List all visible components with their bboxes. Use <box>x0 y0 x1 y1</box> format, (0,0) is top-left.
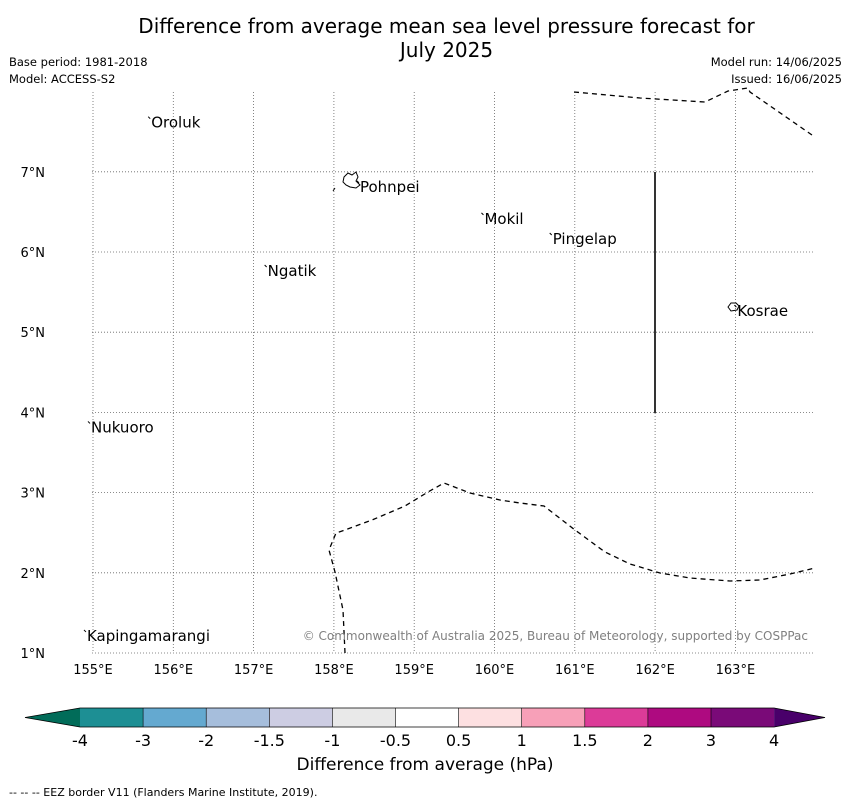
lon-tick-label: 156°E <box>154 663 194 678</box>
colorbar-segment <box>395 708 459 727</box>
place-label: Kosrae <box>737 302 788 320</box>
colorbar-outline <box>24 707 826 728</box>
colorbar-segment <box>584 708 648 727</box>
eez-legend-note: -- -- -- EEZ border V11 (Flanders Marine… <box>9 786 318 799</box>
eez-border-south <box>328 482 816 654</box>
eez-border <box>328 87 816 654</box>
colorbar-segment <box>647 708 711 727</box>
axis-tick-labels: 155°E 156°E 157°E 158°E 159°E 160°E 161°E 162°E… <box>21 166 756 678</box>
colorbar-tick-label: -1 <box>324 731 340 750</box>
place-labels: Oroluk Pohnpei Mokil Pingelap Ngatik Kosrae Nu… <box>83 114 788 645</box>
colorbar-tick-label: -0.5 <box>380 731 411 750</box>
lon-tick-label: 155°E <box>73 663 113 678</box>
model-name: Model: ACCESS-S2 <box>9 72 116 86</box>
lon-tick-label: 157°E <box>234 663 274 678</box>
pohnpei-island-outline <box>342 171 361 189</box>
place-marker <box>87 421 91 424</box>
colorbar-over-extension <box>774 708 825 727</box>
issued-date: Issued: 16/06/2025 <box>731 72 842 86</box>
colorbar-title: Difference from average (hPa) <box>296 755 554 775</box>
base-period: Base period: 1981-2018 <box>9 55 148 69</box>
place-label: Oroluk <box>151 114 200 132</box>
lat-tick-label: 1°N <box>21 647 46 662</box>
lat-tick-label: 6°N <box>21 246 46 261</box>
lon-tick-label: 158°E <box>314 663 354 678</box>
colorbar-segment <box>458 708 522 727</box>
place-label: Pingelap <box>553 230 617 248</box>
lat-tick-label: 3°N <box>21 487 46 502</box>
colorbar-tick-label: -1.5 <box>254 731 285 750</box>
lat-tick-label: 2°N <box>21 567 46 582</box>
place-label: Pohnpei <box>360 178 420 196</box>
title-line-1: Difference from average mean sea level p… <box>138 14 755 38</box>
colorbar-segment <box>206 708 270 727</box>
island-outlines <box>332 171 740 312</box>
place-label: Nukuoro <box>91 418 154 436</box>
place-label: Ngatik <box>268 262 317 280</box>
copyright-notice: © Commonwealth of Australia 2025, Bureau… <box>303 629 808 643</box>
colorbar-tick-label: 1.5 <box>572 731 597 750</box>
place-marker <box>734 304 737 308</box>
colorbar-segment <box>269 708 333 727</box>
place-marker <box>549 232 553 236</box>
place-label: Mokil <box>484 210 523 228</box>
colorbar-segment <box>143 708 207 727</box>
colorbar-tick-label: 4 <box>769 731 779 750</box>
colorbar-tick-label: -2 <box>198 731 214 750</box>
metadata-left: Base period: 1981-2018 Model: ACCESS-S2 <box>9 54 148 88</box>
gridlines <box>92 92 815 654</box>
colorbar-tick-label: 3 <box>706 731 716 750</box>
colorbar: -4 -3 -2 -1.5 -1 -0.5 0.5 1 1.5 2 3 4 <box>24 707 826 750</box>
lon-tick-label: 161°E <box>555 663 595 678</box>
colorbar-segment <box>332 708 396 727</box>
lon-tick-label: 162°E <box>635 663 675 678</box>
colorbar-under-extension <box>25 708 80 727</box>
colorbar-tick-label: 1 <box>517 731 527 750</box>
kosrae-island-outline <box>727 302 740 312</box>
colorbar-tick-label: 0.5 <box>446 731 471 750</box>
place-marker <box>356 180 360 184</box>
colorbar-tick-label: -4 <box>72 731 88 750</box>
lon-tick-label: 159°E <box>394 663 434 678</box>
lon-tick-label: 160°E <box>475 663 515 678</box>
place-marker <box>83 629 87 633</box>
ant-atoll-mark <box>332 187 336 192</box>
lat-tick-label: 7°N <box>21 166 46 181</box>
model-run: Model run: 14/06/2025 <box>710 55 842 69</box>
colorbar-segment <box>80 708 144 727</box>
place-marker <box>147 116 151 120</box>
colorbar-segment <box>711 708 775 727</box>
lat-tick-label: 5°N <box>21 326 46 341</box>
place-marker <box>264 264 267 268</box>
place-marker <box>481 212 484 216</box>
map-title: Difference from average mean sea level p… <box>0 14 850 62</box>
place-label: Kapingamarangi <box>87 627 210 645</box>
colorbar-segment <box>521 708 585 727</box>
title-line-2: July 2025 <box>399 38 494 62</box>
metadata-right: Model run: 14/06/2025 Issued: 16/06/2025 <box>711 54 842 88</box>
lon-tick-label: 163°E <box>716 663 756 678</box>
colorbar-tick-label: 2 <box>643 731 653 750</box>
eez-border-north <box>573 87 813 136</box>
lat-tick-label: 4°N <box>21 406 46 421</box>
colorbar-tick-label: -3 <box>135 731 151 750</box>
